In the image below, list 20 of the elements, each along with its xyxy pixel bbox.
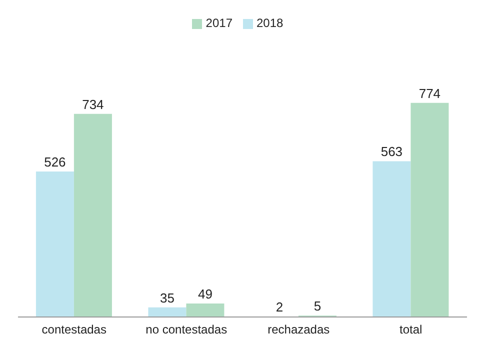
data-label: 35 (160, 290, 174, 306)
legend-label: 2018 (256, 16, 284, 30)
bar (372, 161, 411, 317)
bar (410, 102, 449, 317)
data-label: 774 (418, 86, 441, 101)
x-tick-label: rechazadas (268, 322, 330, 337)
data-label: 563 (380, 144, 403, 160)
x-tick-label: total (400, 322, 422, 337)
bar (74, 114, 112, 317)
bar (148, 307, 186, 317)
x-tick-label: no contestadas (146, 322, 228, 337)
bar (36, 171, 74, 317)
data-label: 5 (314, 298, 322, 314)
x-tick-label: contestadas (42, 322, 106, 337)
data-label: 49 (198, 286, 212, 302)
data-label: 2 (276, 299, 284, 314)
data-label: 526 (44, 154, 66, 170)
bar (186, 303, 224, 317)
data-label: 734 (82, 96, 104, 112)
legend-label: 2017 (206, 16, 232, 30)
